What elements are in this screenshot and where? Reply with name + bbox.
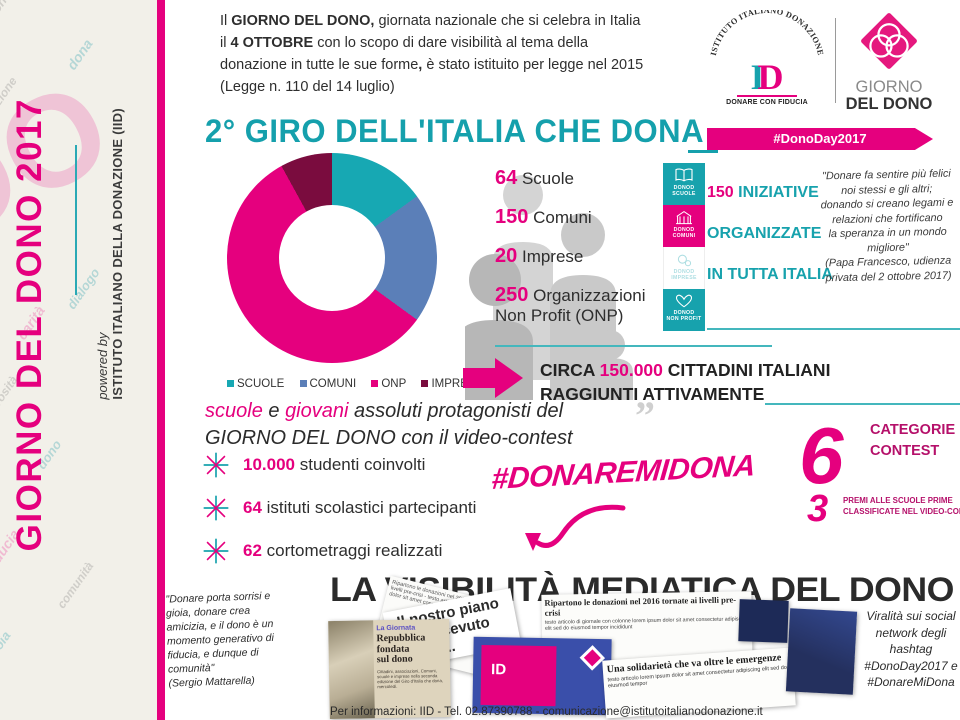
svg-text:ISTITUTO ITALIANO DONAZIONE: ISTITUTO ITALIANO DONAZIONE: [709, 10, 825, 57]
